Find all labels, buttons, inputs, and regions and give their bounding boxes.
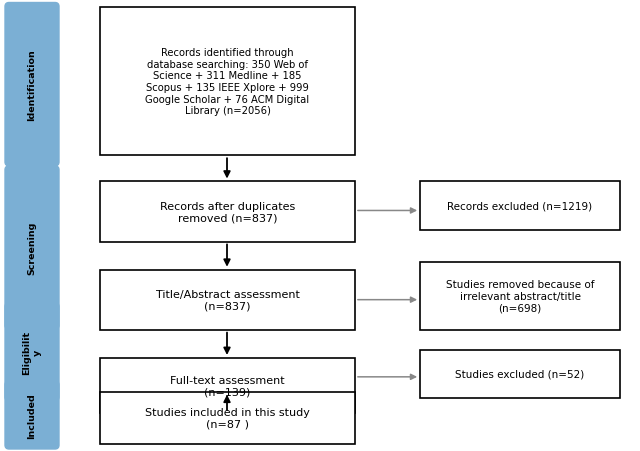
FancyBboxPatch shape [100, 270, 355, 330]
FancyBboxPatch shape [100, 182, 355, 242]
FancyBboxPatch shape [420, 350, 620, 398]
Text: Full-text assessment
(n=139): Full-text assessment (n=139) [170, 375, 285, 396]
Text: Studies excluded (n=52): Studies excluded (n=52) [456, 369, 584, 379]
FancyBboxPatch shape [5, 4, 59, 166]
FancyBboxPatch shape [5, 166, 59, 330]
FancyBboxPatch shape [5, 303, 59, 401]
Text: Eligibilit
y: Eligibilit y [22, 330, 42, 374]
FancyBboxPatch shape [100, 392, 355, 444]
Text: Studies removed because of
irrelevant abstract/title
(n=698): Studies removed because of irrelevant ab… [445, 280, 595, 313]
Text: Records after duplicates
removed (n=837): Records after duplicates removed (n=837) [160, 201, 295, 223]
FancyBboxPatch shape [420, 182, 620, 230]
FancyBboxPatch shape [5, 381, 59, 449]
FancyBboxPatch shape [420, 262, 620, 330]
Text: Screening: Screening [28, 221, 36, 275]
Text: Included: Included [28, 392, 36, 438]
Text: Title/Abstract assessment
(n=837): Title/Abstract assessment (n=837) [156, 289, 300, 311]
FancyBboxPatch shape [100, 358, 355, 413]
Text: Records excluded (n=1219): Records excluded (n=1219) [447, 201, 593, 211]
Text: Identification: Identification [28, 49, 36, 121]
Text: Studies included in this study
(n=87 ): Studies included in this study (n=87 ) [145, 407, 310, 429]
FancyBboxPatch shape [100, 8, 355, 156]
Text: Records identified through
database searching: 350 Web of
Science + 311 Medline : Records identified through database sear… [145, 48, 310, 116]
